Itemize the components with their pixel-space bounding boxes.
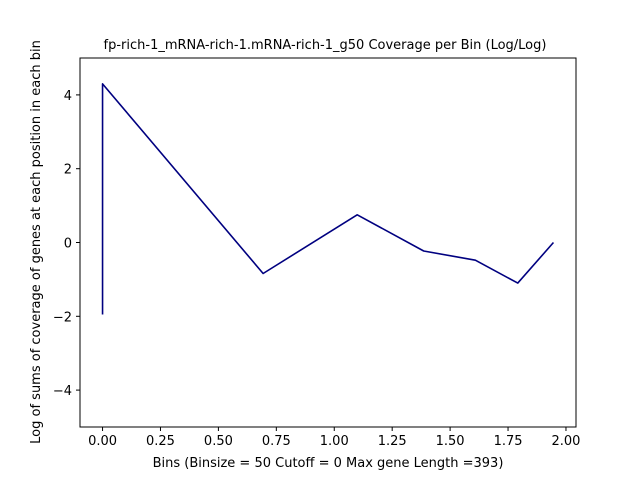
y-tick-label: 0	[64, 237, 72, 252]
x-tick-label: 0.25	[146, 434, 175, 449]
x-tick-label: 0.50	[204, 434, 233, 449]
y-axis: −4 −2 0 2 4	[53, 89, 80, 399]
x-tick-label: 1.75	[494, 434, 523, 449]
x-axis: 0.00 0.25 0.50 0.75 1.00 1.25 1.50 1.75 2.00	[88, 427, 580, 449]
series-layer	[101, 83, 555, 315]
x-tick-label: 1.50	[436, 434, 465, 449]
chart-title: fp-rich-1_mRNA-rich-1.mRNA-rich-1_g50 Co…	[104, 38, 547, 53]
y-tick-label: −2	[53, 310, 72, 325]
x-axis-label: Bins (Binsize = 50 Cutoff = 0 Max gene L…	[153, 456, 504, 471]
y-tick-label: 2	[64, 163, 72, 178]
y-axis-label: Log of sums of coverage of genes at each…	[29, 40, 44, 444]
series-line	[101, 83, 555, 315]
x-tick-label: 1.00	[320, 434, 349, 449]
plot-frame	[79, 57, 577, 428]
x-tick-label: 1.25	[378, 434, 407, 449]
x-tick-label: 0.75	[262, 434, 291, 449]
y-tick-label: −4	[53, 384, 72, 399]
y-tick-label: 4	[64, 89, 72, 104]
x-tick-label: 0.00	[88, 434, 117, 449]
x-tick-label: 2.00	[551, 434, 580, 449]
